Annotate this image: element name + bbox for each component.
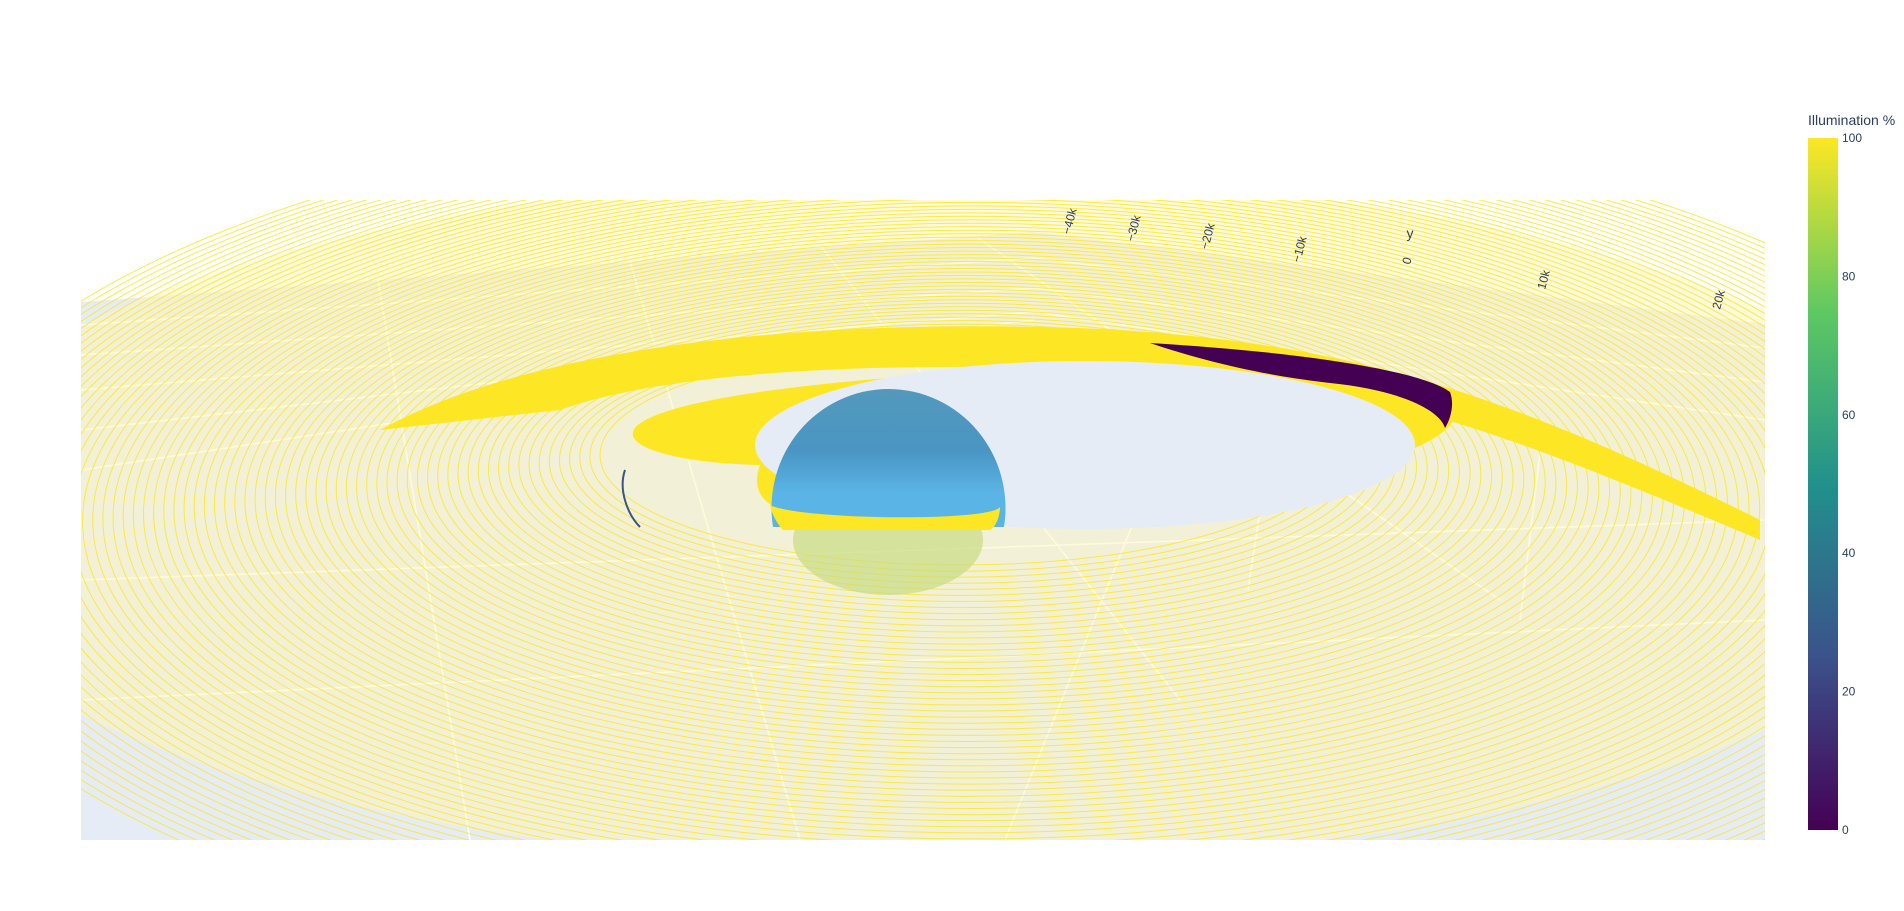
ring-contour <box>518 316 1407 615</box>
ring-contour <box>203 208 1739 803</box>
y-axis-title: y <box>1407 225 1414 241</box>
ring-contour <box>457 295 1471 651</box>
colorbar-title: Illumination % <box>1808 112 1895 128</box>
tick-label-y-neg20k: −20k <box>1197 221 1218 251</box>
ring-contour <box>335 254 1600 724</box>
tick-label-y-neg40k: −40k <box>1059 206 1080 236</box>
ring-shadow-edge <box>621 469 641 528</box>
colorbar: Illumination % 0 20 40 60 80 100 <box>1808 112 1895 837</box>
tick-label-y-neg30k: −30k <box>1123 213 1144 243</box>
ring-contour <box>143 200 1765 840</box>
ring-contour <box>366 264 1568 706</box>
ring-contour <box>92 200 1765 840</box>
ring-contour <box>305 243 1632 743</box>
ring-contour <box>285 236 1653 755</box>
ring-contour <box>193 205 1750 809</box>
sphere-body <box>771 389 1006 527</box>
ring-contour <box>416 281 1514 676</box>
tick-label-y-10k: 10k <box>1534 267 1553 290</box>
colorbar-tick-label: 60 <box>1842 408 1856 422</box>
colorbar-tick-label: 0 <box>1842 823 1849 837</box>
ring-contour <box>467 299 1460 645</box>
ring-contour <box>112 200 1765 840</box>
ring-contour <box>437 288 1493 663</box>
ring-contour <box>356 261 1578 712</box>
ring-contour <box>153 200 1765 834</box>
ring-contour <box>183 201 1761 816</box>
sphere-band-front <box>770 505 1000 530</box>
tick-label-y-neg10k: −10k <box>1289 234 1310 264</box>
ring-contour <box>508 313 1418 621</box>
colorbar-tick-label: 100 <box>1842 131 1862 145</box>
colorbar-ticks: 0 20 40 60 80 100 <box>1842 131 1862 837</box>
ring-contour <box>163 200 1765 828</box>
colorbar-tick-label: 20 <box>1842 685 1856 699</box>
ring-contour <box>325 250 1611 730</box>
tick-label-y-20k: 20k <box>1709 287 1728 310</box>
ring-contour <box>427 285 1503 669</box>
ring-contour <box>396 274 1535 688</box>
ring-contour-lines <box>81 200 1765 840</box>
colorbar-tick-label: 40 <box>1842 546 1856 560</box>
colorbar-gradient <box>1808 138 1838 830</box>
ring-contour <box>406 278 1525 682</box>
ring-contour <box>447 292 1482 657</box>
ring-contour <box>122 200 1765 840</box>
ring-contour <box>487 306 1439 633</box>
ring-shadow <box>1150 343 1453 428</box>
y-axis-labels: −40k −30k −20k −10k 0 10k 20k y <box>1059 206 1728 311</box>
ring-contour <box>376 267 1557 700</box>
ring-contour <box>386 271 1546 694</box>
ring-contour <box>477 302 1450 639</box>
ring-contour <box>498 309 1428 627</box>
ring-contour <box>82 200 1765 840</box>
ring-surface <box>81 200 1765 840</box>
colorbar-tick-label: 80 <box>1842 269 1856 283</box>
ring-contour <box>295 240 1643 749</box>
ring-contour <box>173 200 1765 822</box>
ring-contour <box>133 200 1765 840</box>
sphere <box>770 389 1006 595</box>
ring-contour <box>315 247 1621 736</box>
ring-contour <box>345 257 1589 718</box>
tick-label-y-0: 0 <box>1399 255 1414 265</box>
ring-contour <box>102 200 1765 840</box>
